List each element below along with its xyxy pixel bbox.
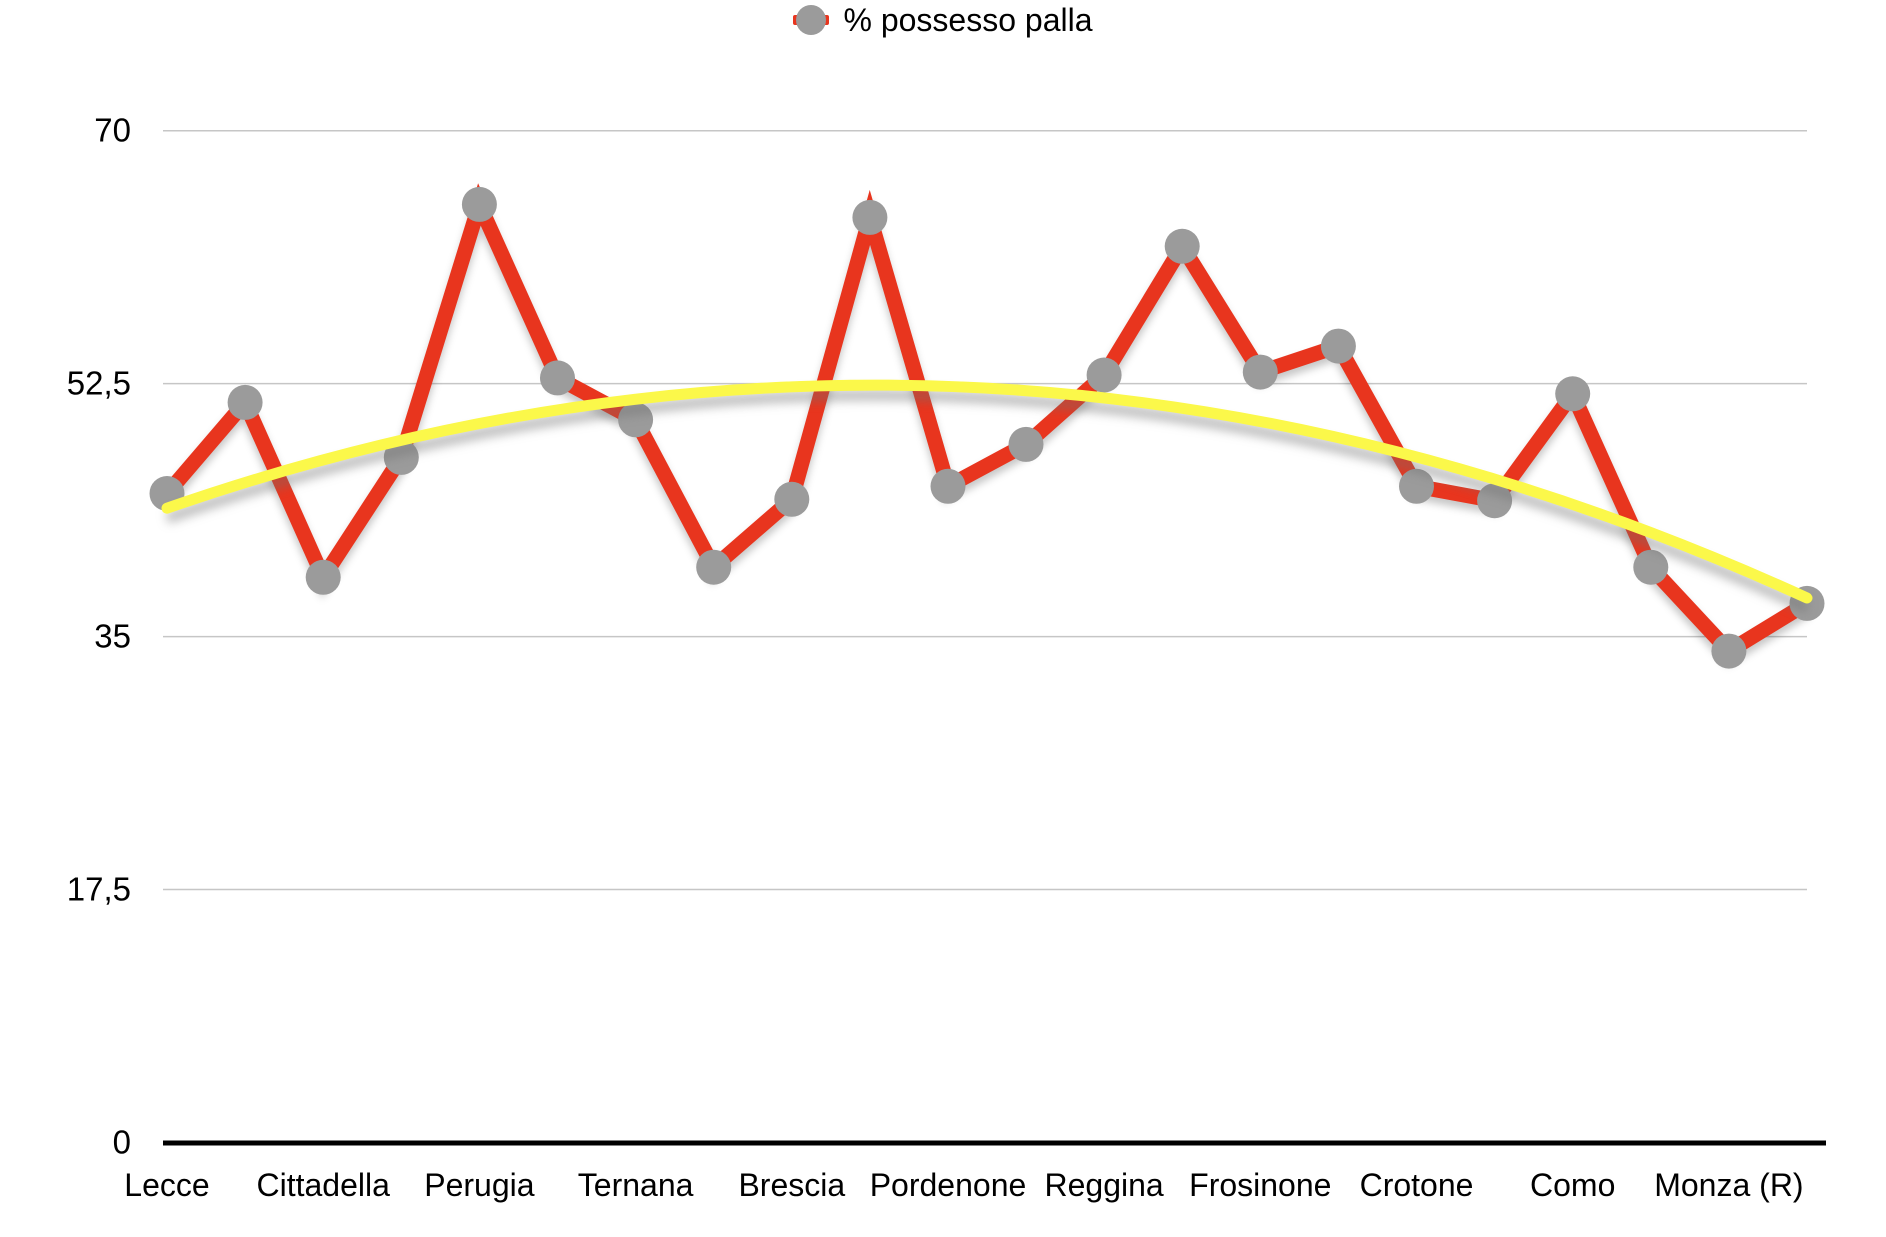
y-axis-tick-label: 0 bbox=[113, 1124, 131, 1161]
data-point-marker bbox=[774, 481, 810, 517]
series-line bbox=[161, 183, 1811, 661]
data-point-marker bbox=[696, 549, 732, 585]
data-point-markers bbox=[149, 186, 1825, 669]
data-point-marker bbox=[1711, 633, 1747, 669]
y-axis-tick-label: 35 bbox=[94, 618, 131, 655]
data-point-marker bbox=[1008, 426, 1044, 462]
y-axis-tick-label: 17,5 bbox=[67, 871, 131, 908]
trendline bbox=[161, 379, 1813, 604]
x-axis-tick-label: Reggina bbox=[1044, 1167, 1163, 1203]
x-axis-tick-label: Monza (R) bbox=[1654, 1167, 1803, 1203]
data-point-marker bbox=[1242, 354, 1278, 390]
x-axis-tick-label: Pordenone bbox=[870, 1167, 1027, 1203]
data-point-marker bbox=[618, 402, 654, 438]
x-axis-tick-labels: Lecce Cittadella Perugia Ternana Brescia Pord… bbox=[124, 1167, 1803, 1203]
data-point-marker bbox=[1633, 549, 1669, 585]
data-point-marker bbox=[1320, 328, 1356, 364]
data-point-marker bbox=[227, 384, 263, 420]
data-point-marker bbox=[461, 186, 497, 222]
series-line-layer bbox=[161, 183, 1811, 661]
x-axis-tick-label: Perugia bbox=[424, 1167, 535, 1203]
data-point-marker bbox=[383, 439, 419, 475]
data-point-marker bbox=[1399, 468, 1434, 504]
trendline-shadow bbox=[165, 389, 1810, 614]
x-axis-tick-label: Ternana bbox=[578, 1167, 694, 1203]
data-point-marker bbox=[930, 468, 966, 504]
data-point-marker bbox=[1477, 483, 1513, 519]
x-axis-tick-label: Cittadella bbox=[256, 1167, 390, 1203]
x-axis-tick-label: Frosinone bbox=[1189, 1167, 1331, 1203]
data-point-marker bbox=[1164, 228, 1200, 264]
y-axis-tick-labels: 0 17,5 35 52,5 70 bbox=[67, 112, 131, 1161]
x-axis-tick-label: Lecce bbox=[124, 1167, 209, 1203]
x-axis-tick-label: Brescia bbox=[738, 1167, 845, 1203]
y-axis-tick-label: 70 bbox=[94, 112, 131, 149]
data-point-marker bbox=[1555, 376, 1591, 412]
x-axis-tick-label: Como bbox=[1530, 1167, 1615, 1203]
x-axis-tick-label: Crotone bbox=[1360, 1167, 1474, 1203]
data-point-marker bbox=[540, 360, 575, 396]
trendline-layer bbox=[161, 379, 1813, 614]
data-point-marker bbox=[852, 199, 888, 235]
data-point-marker bbox=[305, 559, 341, 595]
y-axis-tick-label: 52,5 bbox=[67, 365, 131, 402]
data-point-marker bbox=[1086, 357, 1122, 393]
